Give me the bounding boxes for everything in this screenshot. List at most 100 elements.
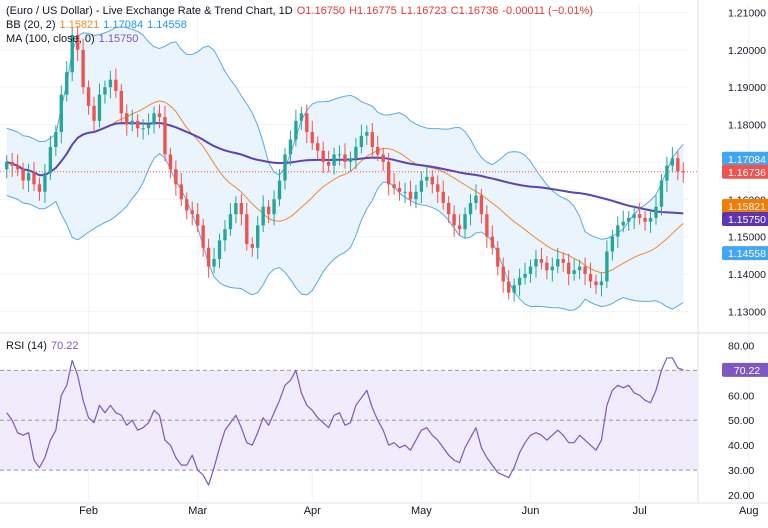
candle[interactable]	[92, 105, 96, 121]
candle[interactable]	[403, 191, 407, 193]
candle[interactable]	[588, 273, 593, 282]
candle[interactable]	[26, 173, 31, 181]
candle[interactable]	[146, 124, 151, 129]
candle[interactable]	[288, 139, 293, 155]
candle[interactable]	[75, 34, 80, 50]
candle[interactable]	[141, 128, 145, 130]
candle[interactable]	[277, 180, 282, 200]
candle[interactable]	[370, 132, 374, 147]
candle[interactable]	[419, 180, 424, 192]
candle[interactable]	[294, 120, 298, 140]
candle[interactable]	[348, 158, 353, 162]
candle[interactable]	[228, 214, 233, 230]
candle[interactable]	[408, 191, 413, 200]
candle[interactable]	[130, 120, 134, 125]
candle[interactable]	[212, 259, 216, 267]
candle[interactable]	[577, 266, 582, 271]
legend-ma[interactable]: MA (100, close, 0) 1.15750	[6, 32, 142, 46]
candle[interactable]	[179, 184, 184, 200]
candle[interactable]	[239, 202, 244, 215]
candle[interactable]	[359, 135, 364, 147]
candle[interactable]	[414, 191, 418, 200]
candle[interactable]	[523, 273, 527, 278]
candle[interactable]	[599, 281, 604, 286]
candle[interactable]	[446, 202, 451, 215]
candle[interactable]	[397, 188, 402, 192]
candle[interactable]	[185, 199, 189, 211]
candle[interactable]	[108, 79, 113, 88]
candle[interactable]	[21, 169, 25, 181]
candle[interactable]	[321, 150, 325, 162]
candle[interactable]	[605, 251, 609, 282]
candle[interactable]	[305, 113, 309, 133]
candle[interactable]	[272, 199, 276, 215]
candle[interactable]	[583, 266, 587, 274]
candle[interactable]	[86, 87, 91, 106]
candle[interactable]	[5, 161, 9, 170]
candle[interactable]	[299, 113, 304, 121]
candle[interactable]	[195, 214, 200, 226]
candle[interactable]	[343, 154, 347, 162]
candle[interactable]	[616, 225, 620, 237]
candle[interactable]	[59, 94, 63, 133]
candle[interactable]	[310, 132, 314, 144]
candle[interactable]	[670, 158, 675, 166]
candle[interactable]	[539, 259, 544, 263]
candle[interactable]	[283, 154, 287, 181]
candle[interactable]	[48, 146, 53, 174]
candle[interactable]	[648, 217, 653, 222]
candle[interactable]	[135, 120, 140, 129]
candle[interactable]	[206, 247, 211, 267]
bb-lower-line[interactable]	[6, 152, 684, 311]
candle[interactable]	[337, 154, 342, 156]
legend-bb[interactable]: BB (20, 2) 1.15821 1.17084 1.14558	[6, 18, 191, 32]
candle[interactable]	[627, 217, 631, 222]
candle[interactable]	[70, 34, 74, 73]
candle[interactable]	[157, 113, 162, 118]
bb-upper-line[interactable]	[6, 26, 684, 240]
candle[interactable]	[496, 247, 500, 267]
candle[interactable]	[594, 281, 598, 286]
candle[interactable]	[430, 176, 434, 185]
candle[interactable]	[632, 214, 636, 218]
candle[interactable]	[441, 191, 445, 203]
candle[interactable]	[256, 225, 260, 248]
candle[interactable]	[190, 210, 194, 215]
candle[interactable]	[665, 165, 669, 181]
candle[interactable]	[54, 132, 58, 147]
candle[interactable]	[114, 79, 118, 91]
candle[interactable]	[332, 154, 336, 166]
candle[interactable]	[512, 285, 516, 293]
candle[interactable]	[37, 184, 42, 192]
candle[interactable]	[354, 146, 358, 159]
candle[interactable]	[654, 206, 658, 218]
candle[interactable]	[326, 161, 331, 166]
candle[interactable]	[479, 195, 484, 215]
candle[interactable]	[245, 214, 249, 245]
candle[interactable]	[676, 158, 680, 172]
candle[interactable]	[10, 161, 14, 166]
candle[interactable]	[103, 87, 107, 95]
candle[interactable]	[261, 206, 265, 226]
candle[interactable]	[97, 94, 102, 121]
candle[interactable]	[561, 259, 565, 263]
candle[interactable]	[15, 165, 20, 170]
candle[interactable]	[474, 195, 478, 203]
candle[interactable]	[681, 171, 685, 173]
candle[interactable]	[392, 184, 396, 189]
candle[interactable]	[365, 132, 369, 136]
candle[interactable]	[425, 176, 429, 181]
candle[interactable]	[266, 206, 271, 215]
candle[interactable]	[81, 49, 85, 88]
candle[interactable]	[550, 266, 555, 271]
candle[interactable]	[250, 244, 254, 248]
candle[interactable]	[452, 214, 456, 226]
bb-basis-line[interactable]	[6, 100, 684, 274]
candle[interactable]	[316, 143, 320, 151]
candle[interactable]	[163, 117, 167, 155]
candle[interactable]	[152, 113, 156, 125]
candle[interactable]	[567, 262, 571, 274]
candle[interactable]	[468, 202, 473, 215]
candle[interactable]	[168, 154, 173, 170]
